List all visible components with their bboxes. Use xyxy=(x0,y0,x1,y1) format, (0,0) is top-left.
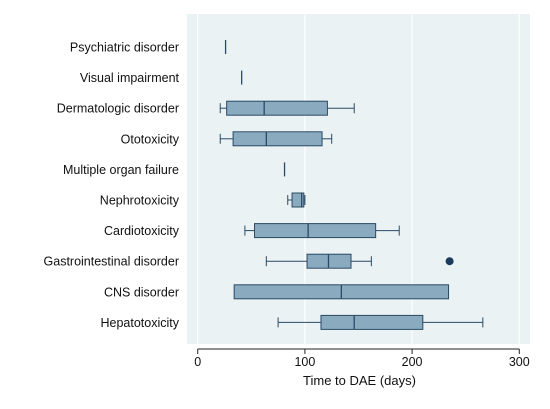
y-axis-labels: Psychiatric disorder Visual impairment Der… xyxy=(44,41,180,330)
category-label: Nephrotoxicity xyxy=(100,194,180,208)
box-group xyxy=(244,223,400,239)
x-axis: 0 100 200 300 xyxy=(194,348,530,369)
box-group xyxy=(277,314,484,330)
x-tick-label: 200 xyxy=(402,355,423,369)
category-label: Dermatologic disorder xyxy=(57,102,179,116)
x-tick-label: 300 xyxy=(509,355,530,369)
category-label: CNS disorder xyxy=(104,285,179,299)
category-label: Cardiotoxicity xyxy=(104,224,180,238)
category-label: Gastrointestinal disorder xyxy=(44,255,179,269)
box-group xyxy=(265,253,454,269)
box-group xyxy=(287,192,306,208)
box-group xyxy=(219,100,355,116)
category-label: Ototoxicity xyxy=(121,132,180,146)
x-tick-label: 0 xyxy=(194,355,201,369)
box xyxy=(291,192,305,208)
box xyxy=(232,131,323,147)
box-group xyxy=(219,131,333,147)
x-axis-title: Time to DAE (days) xyxy=(303,373,416,388)
category-label: Visual impairment xyxy=(80,71,180,85)
category-label: Hepatotoxicity xyxy=(100,316,179,330)
x-tick-label: 100 xyxy=(294,355,315,369)
box xyxy=(254,223,377,239)
box-group xyxy=(233,284,450,300)
box-series xyxy=(219,40,484,330)
category-label: Psychiatric disorder xyxy=(70,41,179,55)
outlier-point xyxy=(445,257,454,266)
box xyxy=(320,314,424,330)
box xyxy=(226,100,328,116)
category-label: Multiple organ failure xyxy=(63,163,179,177)
